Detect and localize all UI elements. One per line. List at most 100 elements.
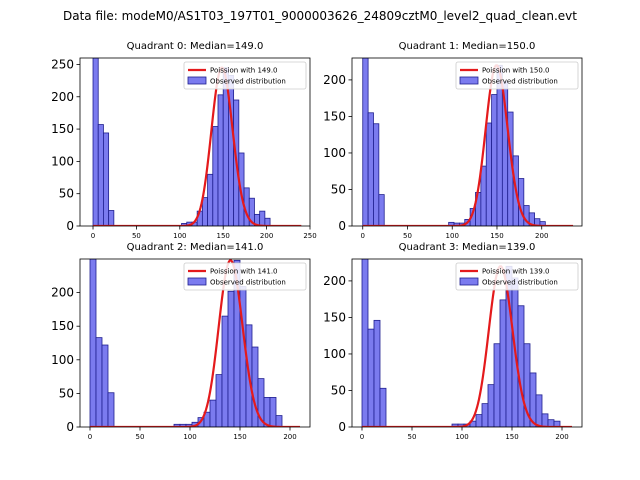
legend-bars-label: Observed distribution: [482, 78, 558, 86]
y-tick-label: 150: [51, 319, 74, 333]
quadrant-2-panel: Quadrant 2: Median=141.0 0 50 100 150 200 0 50 1…: [51, 242, 311, 441]
legend-box: [183, 61, 307, 90]
quadrant-2-legend: Poission with 141.0 Observed distribution: [183, 262, 307, 291]
y-tick-label: 100: [323, 347, 346, 361]
y-tick-label: 50: [331, 383, 346, 397]
histogram-bar: [367, 112, 374, 226]
legend-curve-label: Poission with 139.0: [482, 268, 550, 276]
legend-box: [455, 61, 579, 90]
quadrant-1-panel: Quadrant 1: Median=150.0 0 50 100 150 200 0 50 1…: [323, 41, 583, 240]
histogram-bar: [475, 414, 483, 427]
histogram-bar: [361, 259, 369, 427]
y-tick-label: 200: [323, 274, 346, 288]
histogram-bar: [491, 94, 498, 226]
y-tick-label: 150: [323, 310, 346, 324]
legend-curve-label: Poission with 141.0: [210, 268, 278, 276]
quadrant-1-legend: Poission with 150.0 Observed distribution: [455, 61, 579, 90]
quadrant-3-panel: Quadrant 3: Median=139.0 0 50 100 150 200 0 50 1…: [323, 242, 583, 441]
poisson-curve: [90, 259, 300, 427]
histogram-bar: [215, 374, 223, 427]
histogram-bar: [212, 126, 219, 226]
quadrant-0-axes-frame: [79, 57, 311, 227]
quadrant-3-legend: Poission with 139.0 Observed distribution: [455, 262, 579, 291]
legend-curve-label: Poission with 149.0: [210, 67, 278, 75]
x-tick-label: 0: [361, 232, 365, 240]
histogram-bar: [103, 132, 110, 226]
y-tick-label: 50: [331, 182, 346, 196]
y-tick-label: 100: [51, 353, 74, 367]
x-tick-label: 100: [183, 433, 196, 441]
histogram-bar: [535, 394, 543, 427]
histogram-bar: [480, 165, 487, 226]
histogram-bar: [373, 123, 380, 226]
histogram-bar: [209, 399, 217, 427]
x-tick-label: 150: [490, 232, 503, 240]
histogram-bar: [201, 197, 208, 226]
histogram-bar: [499, 299, 507, 427]
histogram-bar: [95, 337, 103, 427]
histogram-bar: [275, 415, 283, 427]
histogram-bar: [227, 290, 235, 427]
quadrant-0-title: Quadrant 0: Median=149.0: [127, 41, 264, 52]
x-tick-label: 50: [132, 232, 141, 240]
histogram-bar: [378, 194, 385, 226]
x-tick-label: 50: [136, 433, 145, 441]
figure-suptitle: Data file: modeM0/AS1T03_197T01_90000036…: [63, 9, 577, 23]
legend-bars-swatch: [459, 277, 479, 286]
y-tick-label: 0: [338, 219, 346, 233]
legend-bars-label: Observed distribution: [210, 78, 286, 86]
x-tick-label: 250: [303, 232, 316, 240]
x-tick-label: 100: [455, 433, 468, 441]
x-tick-label: 50: [408, 433, 417, 441]
y-tick-label: 200: [323, 73, 346, 87]
y-tick-label: 200: [51, 90, 74, 104]
quadrant-3-title: Quadrant 3: Median=139.0: [399, 242, 536, 253]
x-tick-label: 0: [88, 433, 92, 441]
histogram-bar: [107, 392, 115, 427]
x-tick-label: 100: [446, 232, 459, 240]
histogram-bar: [379, 387, 387, 427]
y-tick-label: 50: [59, 386, 74, 400]
legend-box: [183, 262, 307, 291]
histogram-bar: [485, 122, 493, 226]
y-tick-label: 0: [66, 219, 74, 233]
y-tick-label: 150: [323, 109, 346, 123]
x-tick-label: 0: [91, 232, 95, 240]
y-tick-label: 150: [51, 122, 74, 136]
y-tick-label: 100: [323, 146, 346, 160]
histogram-bar: [373, 319, 381, 427]
quadrant-1-title: Quadrant 1: Median=150.0: [399, 41, 536, 52]
y-tick-label: 200: [51, 286, 74, 300]
histogram-bar: [251, 346, 259, 427]
legend-bars-label: Observed distribution: [482, 279, 558, 287]
histogram-bar: [92, 58, 99, 226]
histogram-bar: [481, 403, 489, 427]
histogram-bar: [487, 384, 495, 427]
quadrant-0-panel: Quadrant 0: Median=149.0 0 50 100 150 200 250 0…: [51, 41, 317, 240]
legend-box: [455, 262, 579, 291]
histogram-bar: [217, 94, 224, 226]
x-tick-label: 200: [555, 433, 568, 441]
histogram-bar: [541, 413, 549, 427]
y-tick-label: 0: [66, 420, 74, 434]
x-tick-label: 50: [403, 232, 412, 240]
legend-bars-swatch: [187, 76, 207, 85]
histogram-bar: [259, 210, 266, 226]
histogram-bar: [493, 343, 501, 427]
quadrant-0-legend: Poission with 149.0 Observed distribution: [183, 61, 307, 90]
legend-bars-swatch: [187, 277, 207, 286]
histogram-bar: [269, 397, 277, 427]
legend-curve-label: Poission with 150.0: [482, 67, 550, 75]
x-tick-label: 0: [360, 433, 364, 441]
quadrant-3-axes-frame: [351, 258, 583, 428]
poisson-curve: [362, 64, 574, 226]
x-tick-label: 200: [535, 232, 548, 240]
histogram-bar: [207, 173, 214, 226]
histogram-bar: [221, 315, 229, 427]
legend-bars-swatch: [459, 76, 479, 85]
histogram-bar: [496, 64, 503, 226]
histogram-bar: [367, 328, 375, 427]
x-tick-label: 150: [505, 433, 518, 441]
histogram-bar: [101, 344, 109, 427]
